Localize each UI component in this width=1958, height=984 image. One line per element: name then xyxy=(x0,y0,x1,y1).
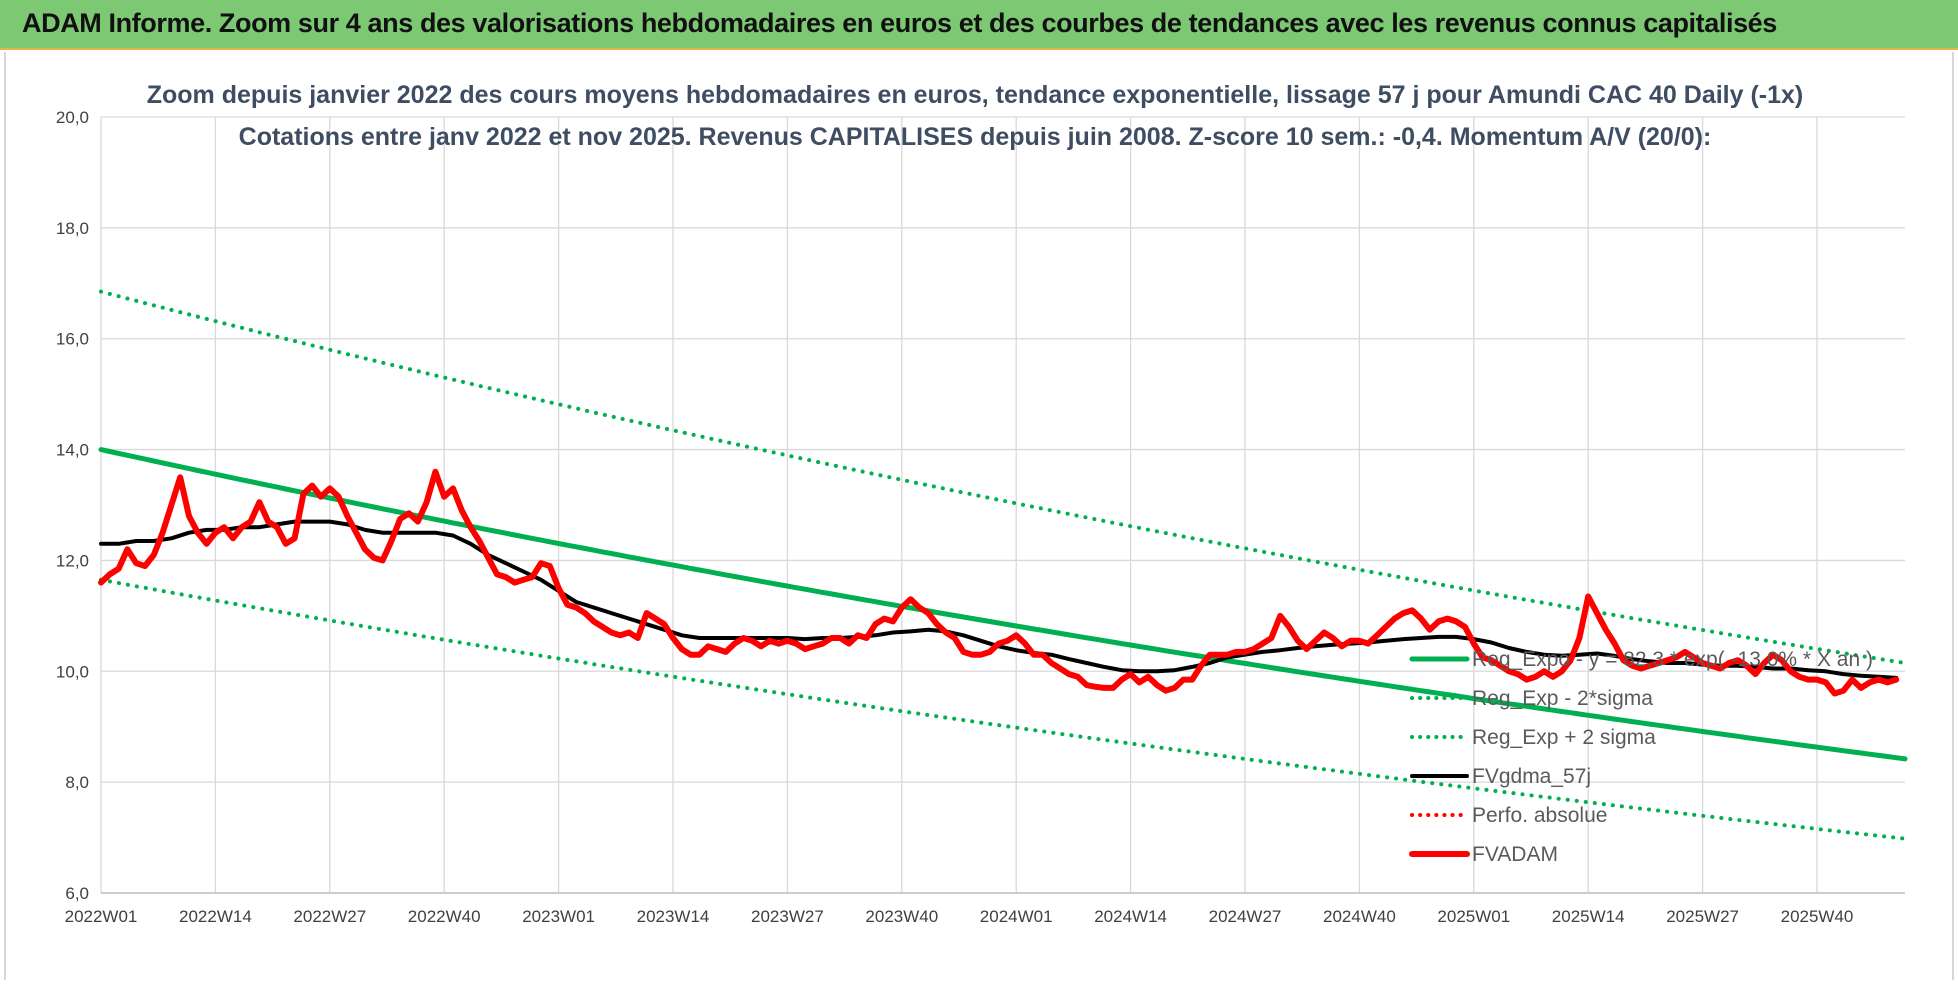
title-banner: ADAM Informe. Zoom sur 4 ans des valoris… xyxy=(0,0,1958,50)
legend-label-low: Reg_Exp - 2*sigma xyxy=(1472,687,1653,710)
legend: Reg_Expo - y = 82,3 * exp( -13,0% * X an… xyxy=(1409,648,1873,866)
x-tick-label: 2023W01 xyxy=(522,907,595,926)
legend-label-gdma: FVgdma_57j xyxy=(1472,765,1591,788)
y-tick-label: 8,0 xyxy=(65,773,89,792)
chart-title: Zoom depuis janvier 2022 des cours moyen… xyxy=(147,81,1804,109)
x-tick-label: 2023W27 xyxy=(751,907,824,926)
y-tick-label: 14,0 xyxy=(56,441,89,460)
legend-label-fvadam: FVADAM xyxy=(1472,843,1558,866)
banner-title: ADAM Informe. Zoom sur 4 ans des valoris… xyxy=(22,8,1777,38)
y-tick-label: 10,0 xyxy=(56,662,89,681)
y-tick-label: 12,0 xyxy=(56,551,89,570)
y-tick-label: 20,0 xyxy=(56,108,89,127)
x-tick-label: 2024W01 xyxy=(980,907,1053,926)
x-tick-label: 2024W40 xyxy=(1323,907,1396,926)
series-line-high xyxy=(99,289,1907,665)
gridlines xyxy=(100,116,1905,894)
x-tick-label: 2023W14 xyxy=(637,907,710,926)
series-line-low xyxy=(99,577,1907,841)
y-tick-label: 18,0 xyxy=(56,219,89,238)
x-tick-label: 2022W01 xyxy=(65,907,138,926)
x-tick-label: 2025W01 xyxy=(1437,907,1510,926)
legend-label-perfo: Perfo. absolue xyxy=(1472,804,1607,827)
chart-subtitle: Cotations entre janv 2022 et nov 2025. R… xyxy=(239,123,1712,151)
x-tick-label: 2023W40 xyxy=(865,907,938,926)
x-tick-label: 2024W14 xyxy=(1094,907,1167,926)
chart-frame xyxy=(4,52,1954,980)
series-line-reg xyxy=(98,447,1908,762)
x-tick-label: 2024W27 xyxy=(1209,907,1282,926)
series xyxy=(98,289,1908,841)
x-tick-label: 2025W27 xyxy=(1666,907,1739,926)
x-tick-label: 2022W27 xyxy=(293,907,366,926)
legend-label-reg: Reg_Expo - y = 82,3 * exp( -13,0% * X an… xyxy=(1472,648,1873,671)
series-line-fvadam xyxy=(98,468,1900,697)
x-tick-label: 2025W14 xyxy=(1552,907,1625,926)
axes: 6,0 8,0 10,0 12,0 14,0 16,0 18,0 20,0 2022W01 202… xyxy=(56,108,1905,926)
legend-label-high: Reg_Exp + 2 sigma xyxy=(1472,726,1656,749)
x-tick-label: 2025W40 xyxy=(1781,907,1854,926)
x-tick-label: 2022W40 xyxy=(408,907,481,926)
x-tick-label: 2022W14 xyxy=(179,907,252,926)
y-tick-label: 16,0 xyxy=(56,330,89,349)
y-tick-label: 6,0 xyxy=(65,884,89,903)
